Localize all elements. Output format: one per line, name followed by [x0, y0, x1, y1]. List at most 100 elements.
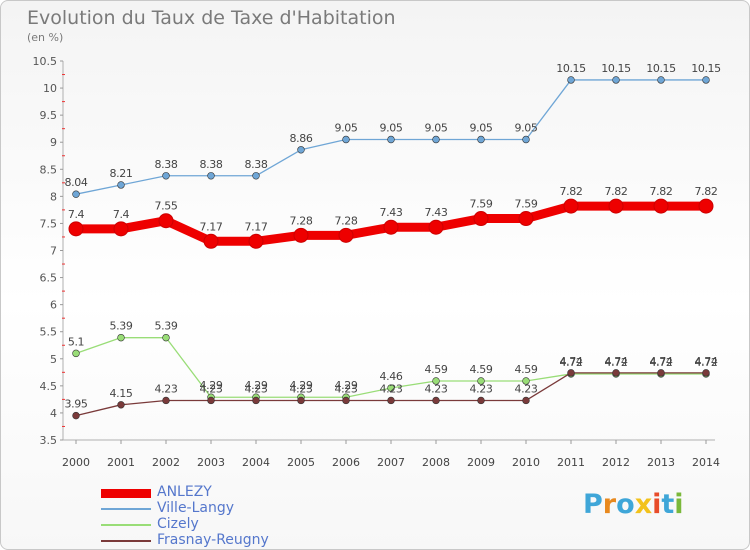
logo-letter: i	[652, 489, 662, 520]
data-point	[252, 172, 260, 180]
data-label: 4.23	[380, 382, 403, 395]
data-point	[342, 135, 350, 144]
x-tick-label: 2005	[287, 456, 315, 469]
legend-label: Cizely	[157, 516, 199, 532]
logo-letter: x	[634, 489, 653, 520]
data-point	[612, 76, 620, 84]
legend-swatch	[101, 540, 151, 542]
y-tick-label: 10	[43, 82, 57, 95]
x-tick-label: 2011	[557, 456, 585, 469]
y-tick-label: 8.5	[40, 163, 58, 176]
data-label: 9.05	[515, 122, 538, 135]
data-label: 4.23	[470, 382, 493, 395]
data-point	[297, 146, 305, 154]
x-tick-label: 2013	[647, 456, 675, 469]
legend: ANLEZY Ville-Langy Cizely Frasnay-Reugny	[101, 484, 361, 549]
logo-letter: i	[674, 489, 684, 520]
data-label: 5.39	[155, 320, 178, 333]
data-point	[387, 396, 395, 405]
y-tick-label: 6.5	[40, 272, 58, 285]
legend-label: Ville-Langy	[157, 500, 235, 516]
logo-letter: P	[583, 489, 603, 520]
data-point	[162, 172, 170, 180]
data-point	[387, 384, 395, 392]
legend-item-ville-langy: Ville-Langy	[101, 500, 361, 517]
y-tick-label: 5.5	[40, 326, 58, 339]
data-point	[252, 396, 260, 405]
logo-letter: t	[661, 489, 675, 520]
data-point	[653, 198, 669, 214]
chart-title: Evolution du Taux de Taxe d'Habitation	[27, 7, 396, 29]
data-point	[657, 369, 665, 377]
legend-swatch	[101, 508, 151, 510]
y-tick-label: 9	[50, 136, 57, 149]
data-label: 10.15	[601, 62, 631, 75]
data-label: 4.29	[335, 379, 358, 392]
data-label: 4.59	[515, 363, 538, 376]
x-tick-label: 2001	[107, 456, 135, 469]
data-label: 4.74	[605, 355, 628, 368]
logo-letter: o	[616, 489, 635, 520]
legend-item-cizely: Cizely	[101, 516, 361, 533]
data-label: 8.38	[200, 158, 223, 171]
data-label: 7.59	[470, 198, 493, 211]
data-label: 4.46	[380, 370, 403, 383]
data-point	[117, 401, 125, 409]
data-point	[338, 227, 354, 243]
data-point	[113, 221, 129, 237]
data-label: 4.29	[200, 379, 223, 392]
legend-label: ANLEZY	[157, 484, 212, 500]
data-point	[72, 411, 80, 420]
x-tick-label: 2008	[422, 456, 450, 469]
data-label: 7.28	[290, 214, 313, 227]
y-tick-label: 9.5	[40, 109, 58, 122]
data-point	[477, 135, 485, 144]
data-point	[72, 190, 80, 198]
data-label: 4.23	[245, 382, 268, 395]
data-label: 7.17	[200, 220, 223, 233]
data-labels: 7.4 7.4 7.55 7.17 7.17 7.28 7.28 7.43 7.43 7.59 7.…	[65, 62, 722, 411]
x-tick-label: 2006	[332, 456, 360, 469]
data-point	[432, 396, 440, 405]
data-label: 9.05	[380, 122, 403, 135]
x-tick-label: 2014	[692, 456, 720, 469]
data-point	[387, 135, 395, 144]
data-label: 9.05	[425, 122, 448, 135]
data-label: 7.59	[515, 198, 538, 211]
y-tick-label: 3.5	[40, 434, 58, 447]
data-label: 7.55	[155, 200, 178, 213]
data-label: 8.38	[155, 158, 178, 171]
data-label: 9.05	[470, 122, 493, 135]
y-tick-label: 8	[50, 190, 57, 203]
data-point	[68, 221, 84, 237]
data-point	[432, 377, 440, 385]
y-tick-label: 7	[50, 245, 57, 258]
data-label: 10.15	[691, 62, 721, 75]
data-label: 8.21	[110, 167, 133, 180]
data-label: 7.4	[113, 208, 130, 221]
data-point	[342, 396, 350, 405]
data-label: 8.86	[290, 132, 313, 145]
data-label: 3.95	[65, 398, 88, 411]
data-label: 5.1	[68, 335, 84, 348]
data-label: 7.43	[425, 206, 448, 219]
data-label: 4.29	[290, 379, 313, 392]
y-tick-label: 6	[50, 299, 57, 312]
legend-item-frasnay-reugny: Frasnay-Reugny	[101, 532, 361, 549]
y-tick-label: 4	[50, 407, 57, 420]
data-point	[297, 396, 305, 405]
x-tick-label: 2003	[197, 456, 225, 469]
data-point	[702, 76, 710, 84]
data-label: 4.23	[200, 382, 223, 395]
proxiti-logo: Proxiti	[583, 489, 684, 520]
data-label: 4.59	[470, 363, 493, 376]
x-tick-label: 2004	[242, 456, 270, 469]
data-point	[117, 333, 125, 342]
data-point	[522, 135, 530, 144]
data-point	[428, 219, 444, 235]
data-point	[72, 349, 80, 358]
data-label: 4.74	[650, 355, 673, 368]
data-label: 8.38	[245, 158, 268, 171]
data-label: 9.05	[335, 122, 358, 135]
